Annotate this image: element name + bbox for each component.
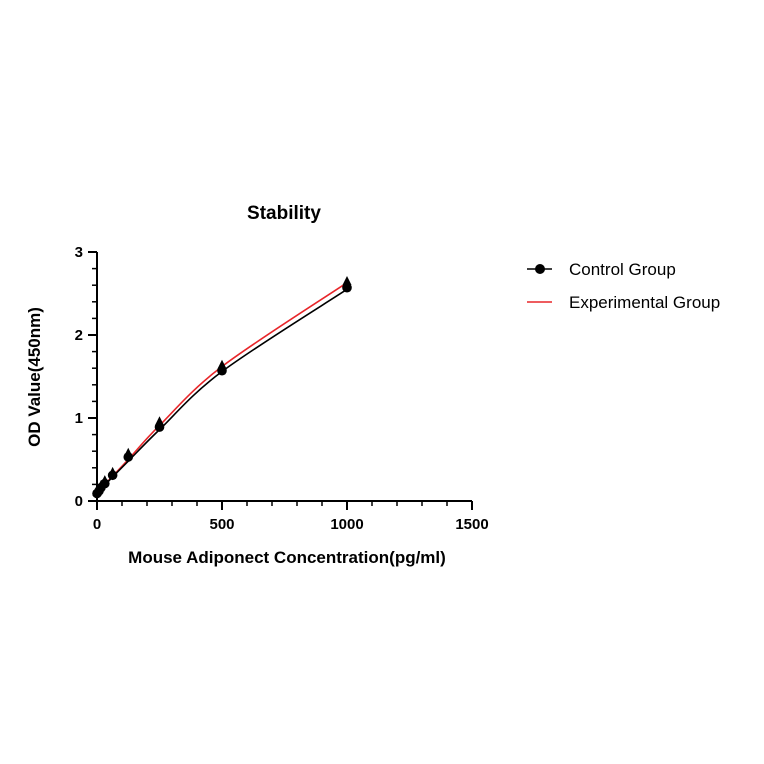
control-point [123,452,134,462]
y-tick-label: 3 [75,244,83,261]
fit-curve-experimental [96,282,348,495]
legend-label-control: Control Group [569,260,676,279]
fit-curves [96,282,348,495]
ticks [88,251,473,510]
control-point [217,365,227,376]
tick-labels: 0 500 1000 1500 0 1 2 3 [75,244,489,533]
y-tick-label: 1 [75,410,83,427]
control-point [100,478,110,489]
fit-curve-control [96,288,348,495]
chart-title: Stability [247,203,321,224]
control-point [154,422,165,432]
x-tick-label: 500 [209,516,234,533]
legend: Control Group Experimental Group [527,260,720,312]
x-tick-label: 0 [93,516,101,533]
y-tick-label: 2 [75,327,83,344]
y-axis-title: OD Value(450nm) [25,307,44,447]
control-point [107,470,118,481]
x-tick-label: 1500 [455,516,488,533]
legend-label-experimental: Experimental Group [569,293,720,312]
x-axis-title: Mouse Adiponect Concentration(pg/ml) [128,548,446,567]
data-points [92,275,352,499]
legend-item-control: Control Group [527,260,676,279]
legend-item-experimental: Experimental Group [527,293,720,312]
control-point [342,282,352,293]
x-tick-label: 1000 [330,516,363,533]
y-tick-label: 0 [75,493,83,510]
legend-marker-control [535,264,545,274]
experimental-point [342,275,352,285]
axes [96,252,472,502]
